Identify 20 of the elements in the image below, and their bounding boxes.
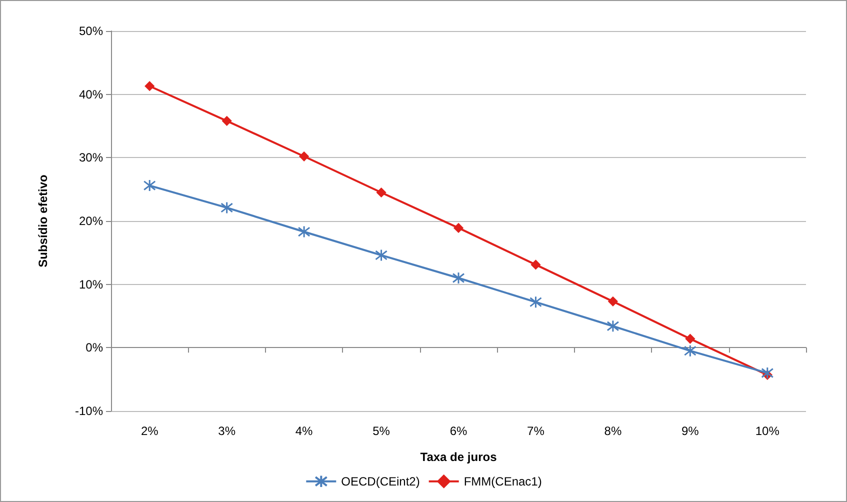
x-tick-label: 10% — [755, 424, 780, 438]
x-tick-label: 6% — [450, 424, 468, 438]
x-tick-label: 4% — [295, 424, 314, 438]
y-tick-label: 40% — [78, 87, 104, 102]
y-tick-label: 0% — [86, 340, 104, 355]
legend-label: FMM(CEnac1) — [464, 474, 542, 488]
y-tick-label: 30% — [78, 150, 104, 165]
x-tick-label: 8% — [604, 424, 622, 438]
x-tick-label: 7% — [527, 424, 545, 438]
x-tick-label: 9% — [681, 424, 700, 438]
y-tick-label: -10% — [74, 404, 104, 418]
x-tick-label: 5% — [372, 424, 390, 438]
legend-label: OECD(CEint2) — [341, 474, 420, 488]
x-tick-label: 2% — [140, 424, 159, 438]
y-tick-label: 20% — [78, 214, 104, 228]
y-tick-label: 10% — [78, 277, 104, 292]
y-axis-title: Subsídio efetivo — [36, 174, 50, 268]
y-tick-label: 50% — [78, 24, 104, 38]
x-axis-title: Taxa de juros — [420, 450, 498, 464]
x-tick-label: 3% — [218, 424, 236, 438]
